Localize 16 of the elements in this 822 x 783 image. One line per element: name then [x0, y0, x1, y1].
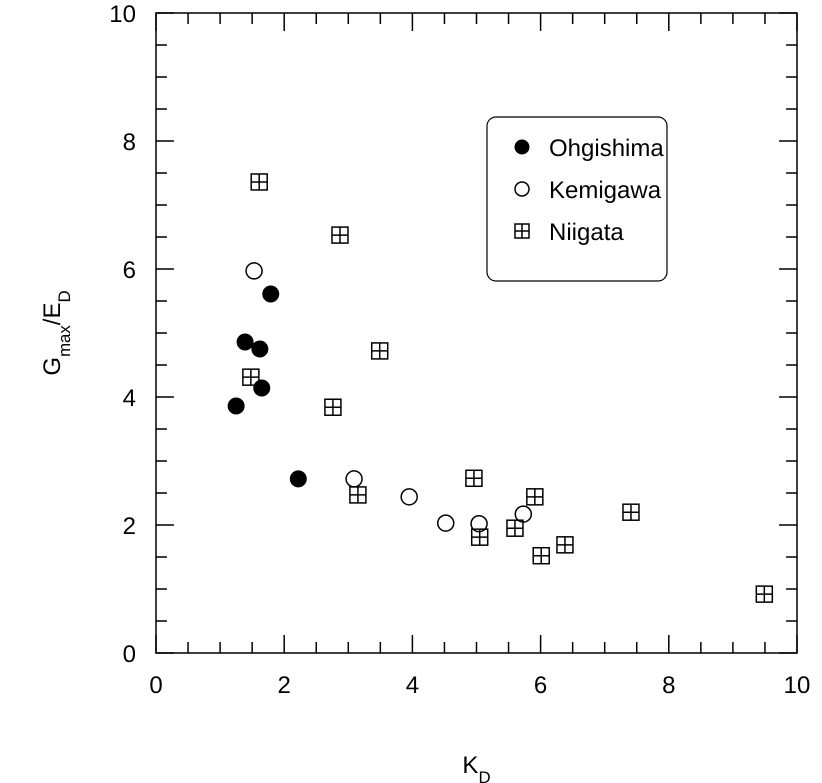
y-tick-label: 8: [122, 129, 136, 156]
y-tick-label: 4: [122, 385, 136, 412]
x-axis-title: K$_{D}$: [462, 752, 491, 783]
x-tick-label: 0: [149, 672, 163, 699]
x-tick-label: 6: [534, 672, 548, 699]
y-tick-label: 0: [122, 641, 136, 668]
x-tick-label: 2: [278, 672, 291, 699]
legend-label: Niigata: [549, 219, 624, 246]
x-tick-label: 4: [406, 672, 420, 699]
y-tick-label: 10: [109, 1, 136, 28]
legend-label: Kemigawa: [549, 177, 662, 204]
x-tick-label: 10: [784, 672, 810, 699]
x-tick-label: 8: [662, 672, 676, 699]
y-tick-label: 6: [122, 257, 136, 284]
y-tick-label: 2: [122, 513, 136, 540]
legend-label: Ohgishima: [549, 135, 664, 162]
